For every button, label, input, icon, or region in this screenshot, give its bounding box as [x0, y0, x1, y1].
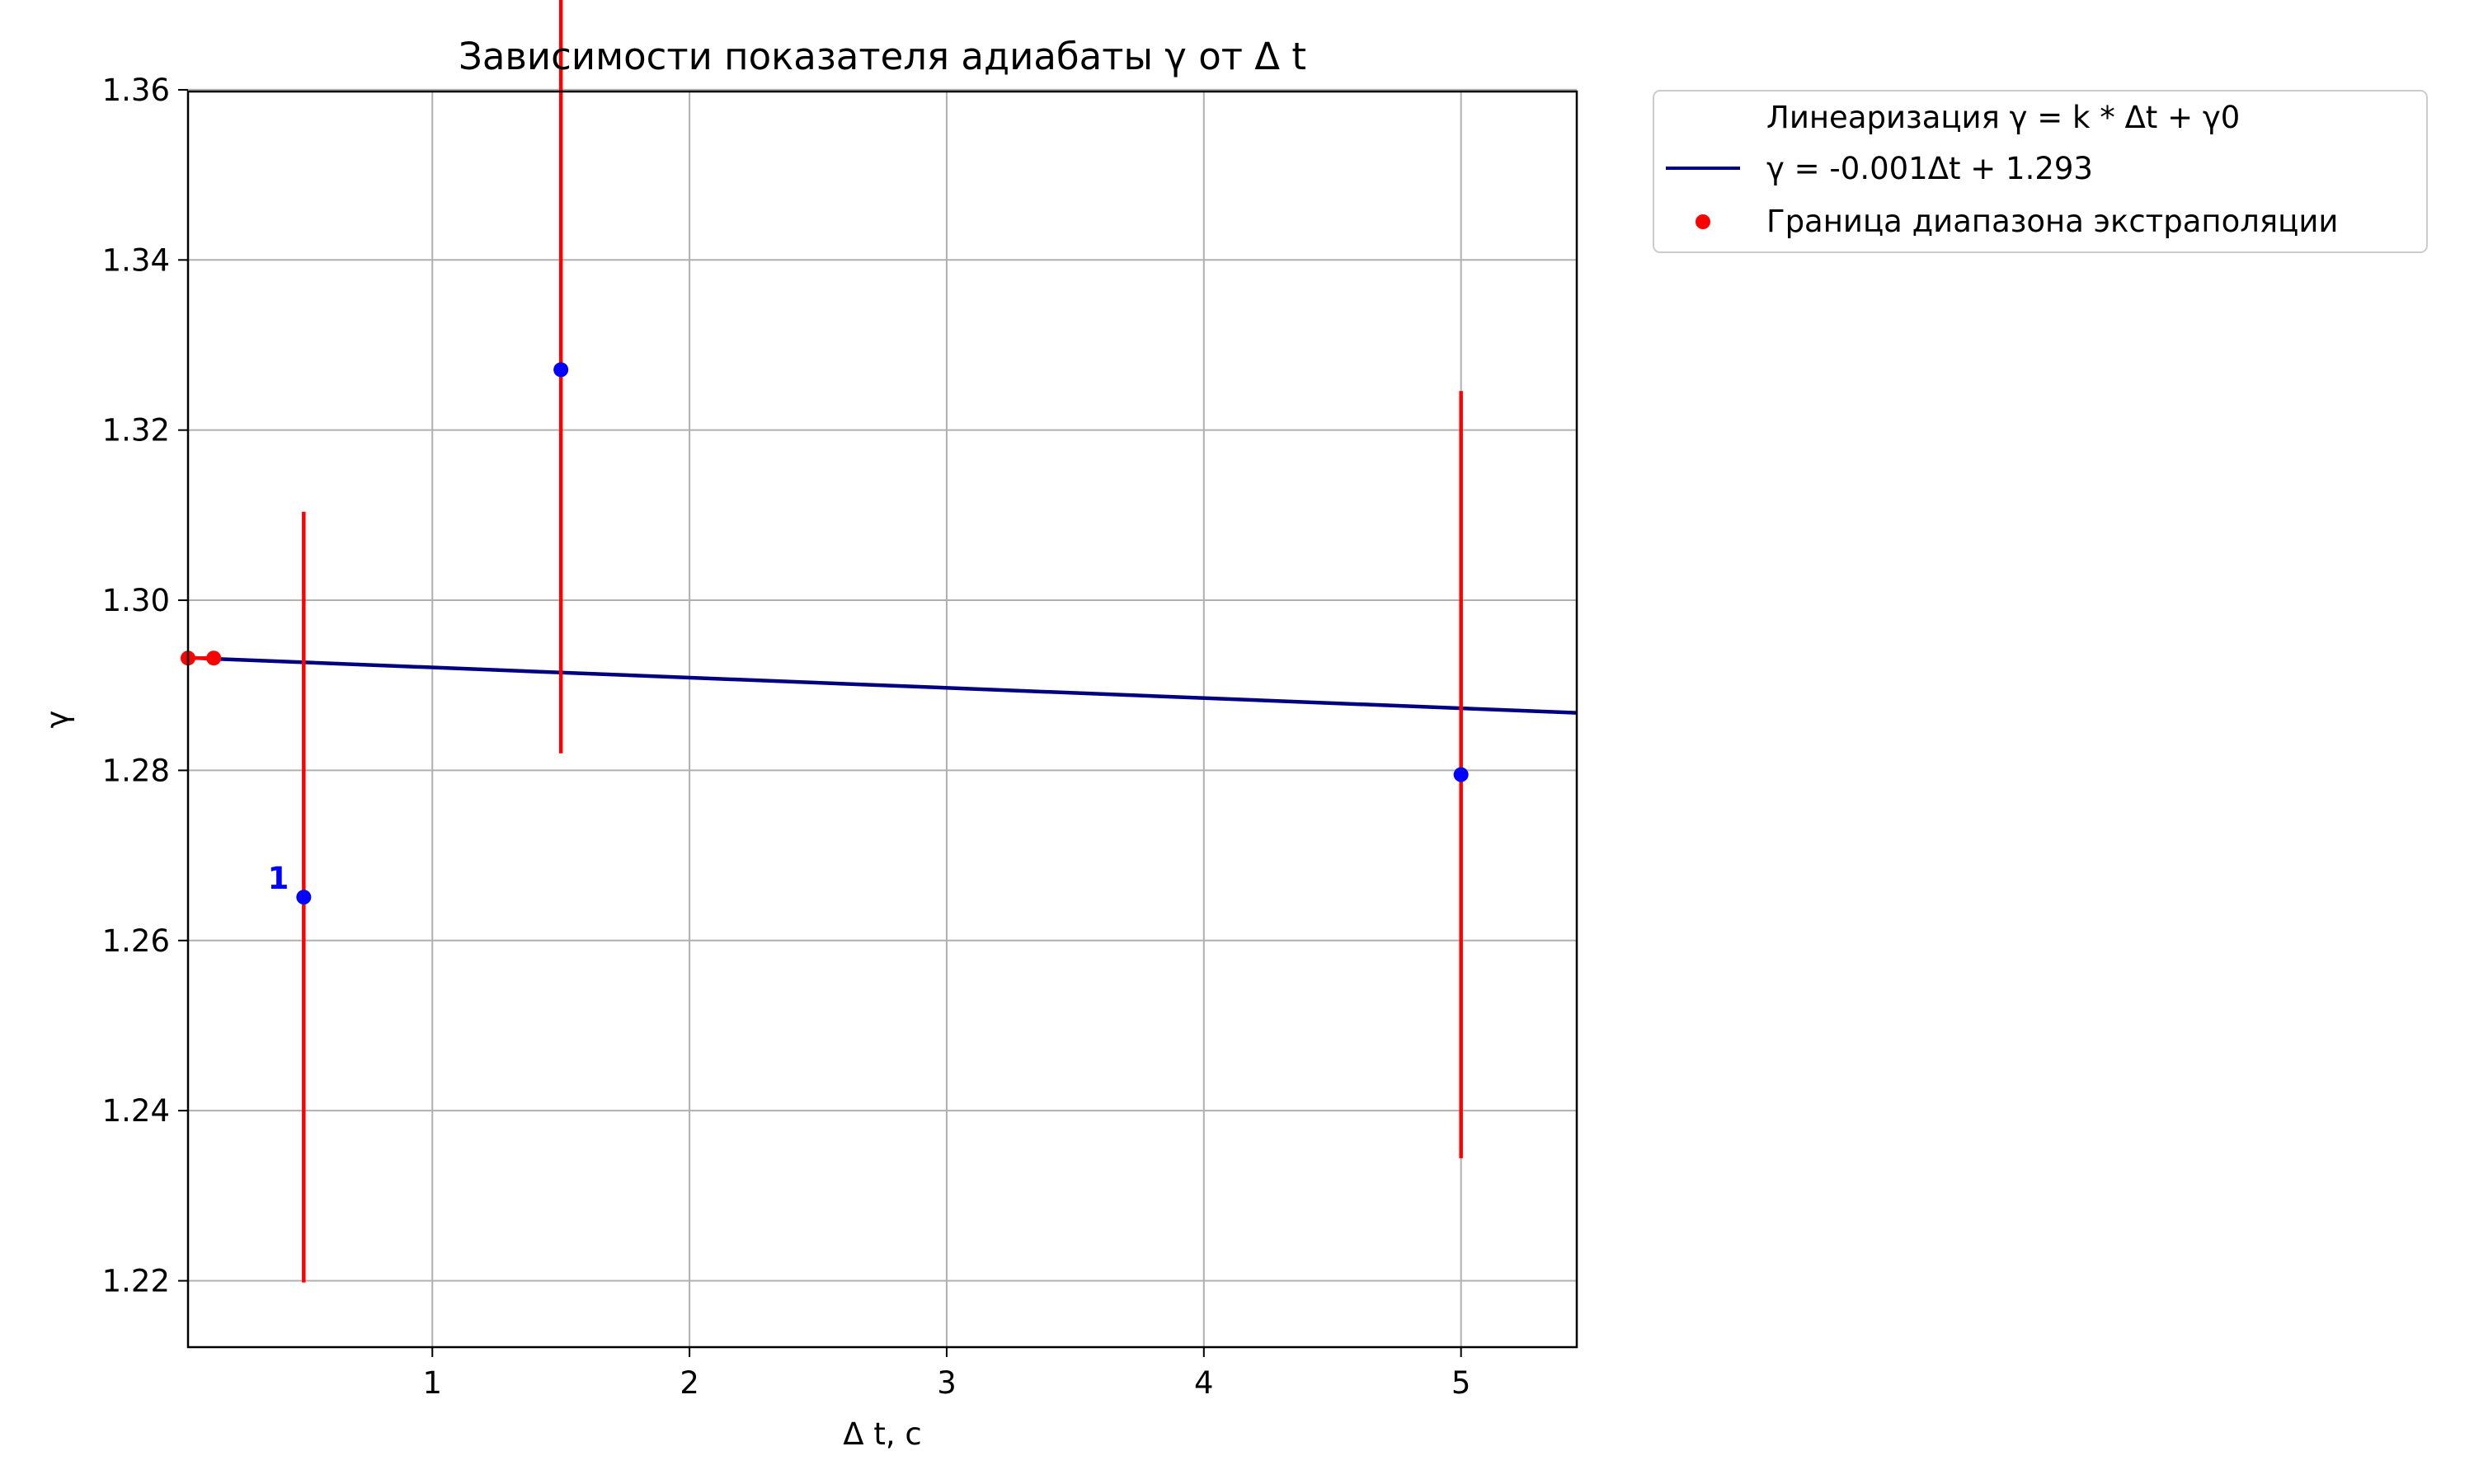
- x-tick-label: 3: [937, 1365, 957, 1401]
- legend-box: [1653, 90, 2428, 253]
- data-point: [553, 362, 569, 378]
- y-tick-label: 1.22: [102, 1264, 170, 1299]
- x-tick-label: 1: [422, 1365, 442, 1401]
- chart-title: Зависимости показателя адиабаты γ от Δ t: [459, 35, 1306, 78]
- y-tick-label: 1.36: [102, 73, 170, 108]
- plot-frame: [186, 90, 1578, 1349]
- y-axis-label: γ: [40, 711, 75, 729]
- x-tick-label: 4: [1194, 1365, 1214, 1401]
- legend-entry-header: Линеаризация γ = k * Δt + γ0: [1766, 100, 2240, 135]
- y-tick-label: 1.30: [102, 583, 170, 618]
- y-tick-label: 1.34: [102, 242, 170, 278]
- point-label: 1: [268, 861, 289, 896]
- extrapolation-point: [206, 650, 222, 666]
- y-tick-label: 1.28: [102, 753, 170, 788]
- grid: [188, 88, 1577, 1347]
- x-tick-label: 5: [1451, 1365, 1471, 1401]
- y-tick-label: 1.26: [102, 923, 170, 959]
- x-tick-label: 2: [680, 1365, 699, 1401]
- x-axis-label: Δ t, с: [843, 1416, 921, 1452]
- fit-line: [187, 655, 1578, 715]
- data-point: [1453, 767, 1469, 782]
- ticks: 1 2 3 4 5 1.22 1.24 1.26 1.28 1.30 1.32 1.34 1.36: [102, 73, 1471, 1401]
- legend-dot-swatch: [1696, 214, 1710, 229]
- legend-entry-fit-line: γ = -0.001Δt + 1.293: [1766, 151, 2093, 186]
- y-tick-label: 1.24: [102, 1093, 170, 1129]
- plot-data: 1: [181, 0, 1578, 1283]
- legend-entry-extrapolation: Граница диапазона экстраполяции: [1766, 204, 2338, 239]
- data-point: [296, 890, 312, 905]
- y-tick-label: 1.32: [102, 413, 170, 448]
- legend: Линеаризация γ = k * Δt + γ0 γ = -0.001Δ…: [1653, 90, 2428, 253]
